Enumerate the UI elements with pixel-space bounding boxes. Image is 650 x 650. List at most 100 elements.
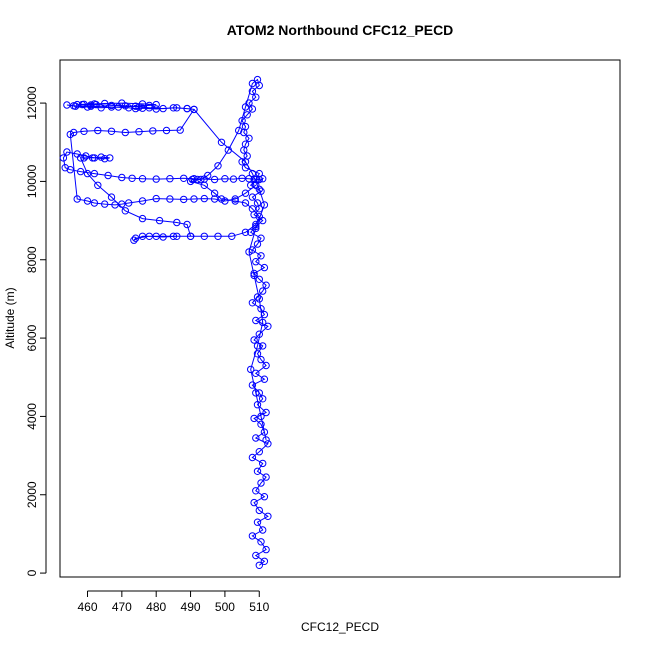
data-point	[257, 355, 265, 364]
data-point	[173, 218, 181, 227]
data-point	[248, 193, 257, 201]
data-point	[104, 171, 112, 180]
data-point	[200, 232, 209, 241]
data-point	[235, 126, 243, 135]
x-tick-label: 470	[112, 600, 132, 614]
y-tick-label: 6000	[25, 324, 39, 351]
y-tick-label: 12000	[25, 86, 39, 120]
data-point	[262, 473, 270, 481]
data-point	[149, 127, 157, 135]
data-point	[107, 127, 116, 136]
data-point	[257, 252, 265, 260]
data-point	[264, 322, 272, 330]
data-point	[241, 122, 250, 131]
data-point	[259, 526, 267, 534]
y-tick-label: 8000	[25, 246, 39, 273]
data-point	[121, 128, 130, 137]
data-point	[238, 117, 246, 125]
data-point	[92, 100, 100, 109]
data-point	[90, 199, 99, 207]
data-point	[73, 150, 81, 158]
data-point	[186, 232, 195, 241]
data-point	[183, 104, 191, 113]
data-point	[90, 154, 99, 162]
data-point	[101, 155, 109, 163]
data-point	[253, 401, 262, 409]
data-point	[145, 104, 154, 112]
data-point	[252, 369, 260, 377]
data-point	[61, 164, 69, 172]
data-point	[66, 166, 75, 174]
data-point	[257, 234, 265, 242]
data-point	[190, 105, 198, 114]
data-point	[255, 448, 263, 456]
y-tick-label: 2000	[25, 481, 39, 508]
data-point	[73, 100, 81, 109]
data-point	[245, 175, 253, 183]
data-point	[252, 316, 260, 325]
data-point	[257, 479, 265, 487]
data-point	[197, 175, 205, 184]
data-point	[264, 512, 272, 520]
data-point	[70, 128, 78, 137]
data-point	[145, 232, 154, 241]
data-point	[259, 175, 267, 183]
data-point	[252, 220, 260, 229]
data-point	[80, 127, 88, 136]
data-point	[101, 99, 109, 108]
data-point	[248, 532, 257, 540]
data-point	[238, 174, 246, 183]
data-point	[59, 154, 68, 162]
data-point	[253, 467, 262, 475]
data-point	[241, 189, 250, 197]
data-point	[166, 195, 174, 203]
data-point	[90, 169, 99, 178]
data-point	[152, 100, 160, 109]
data-point	[217, 138, 226, 147]
data-point	[138, 197, 147, 205]
data-point	[121, 207, 130, 215]
data-point	[241, 199, 250, 207]
data-point	[193, 175, 202, 184]
data-point	[169, 104, 178, 112]
data-point	[262, 281, 270, 289]
data-point	[259, 395, 267, 403]
y-axis-label: Altitude (m)	[3, 287, 17, 348]
x-axis: 460 470 480 490 500 510	[77, 590, 270, 614]
data-point	[262, 545, 270, 554]
x-tick-label: 490	[181, 600, 201, 614]
data-point	[80, 154, 88, 162]
data-point	[173, 232, 181, 241]
data-point	[252, 224, 260, 233]
data-point	[229, 175, 238, 183]
data-point	[130, 236, 138, 244]
data-point	[152, 194, 160, 203]
data-point	[253, 240, 262, 248]
data-point	[214, 232, 222, 241]
data-point	[241, 164, 250, 172]
data-point	[152, 175, 160, 183]
data-point	[224, 146, 233, 154]
data-point	[135, 128, 143, 136]
chart-title: ATOM2 Northbound CFC12_PECD	[227, 22, 454, 38]
data-point	[138, 214, 147, 223]
x-tick-label: 500	[215, 600, 235, 614]
data-point	[255, 561, 263, 569]
data-point	[94, 181, 102, 190]
data-point	[200, 175, 209, 183]
data-point	[260, 310, 269, 319]
data-point	[248, 79, 257, 88]
data-point	[131, 102, 140, 110]
y-axis: 0 2000 4000 6000 8000 10000 12000	[25, 86, 47, 576]
data-point	[78, 100, 87, 109]
data-point	[241, 228, 250, 237]
data-point	[169, 232, 178, 241]
y-tick-label: 0	[25, 569, 39, 576]
data-point	[250, 269, 258, 278]
data-point	[210, 195, 219, 203]
data-point	[243, 111, 251, 119]
data-point	[255, 175, 263, 184]
data-point	[155, 216, 164, 225]
